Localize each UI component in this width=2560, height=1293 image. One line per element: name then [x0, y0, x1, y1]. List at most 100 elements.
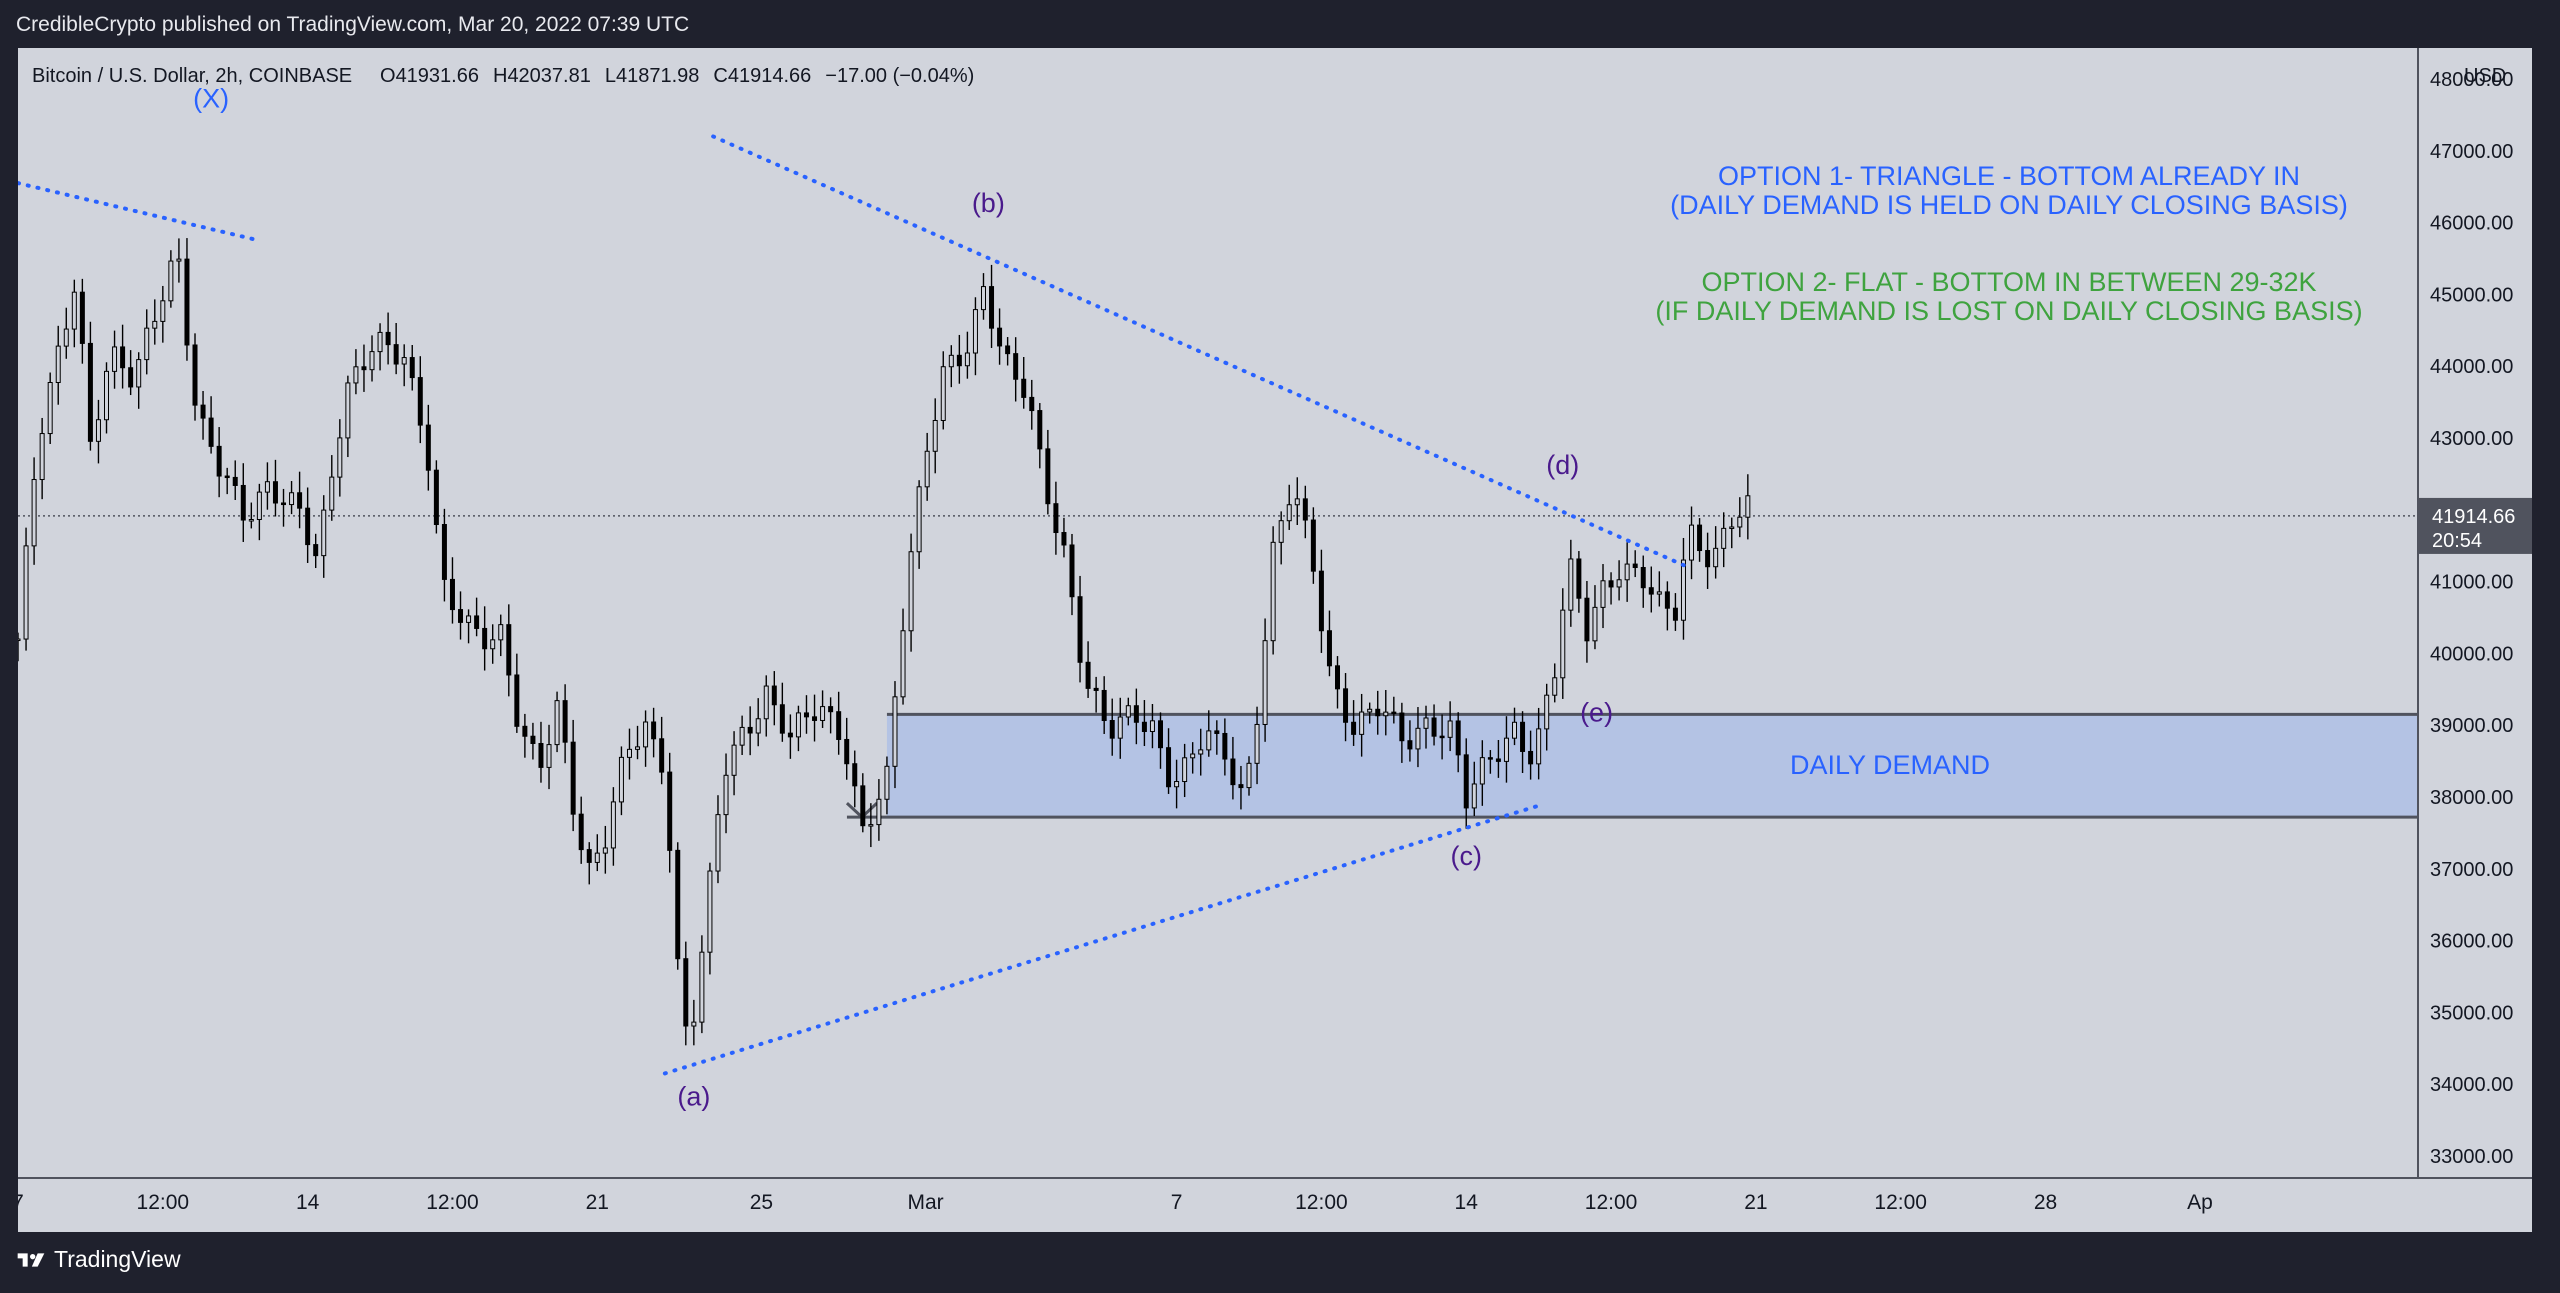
candle: [1294, 498, 1300, 506]
candle: [1737, 516, 1743, 528]
candle: [964, 352, 970, 367]
candle: [1600, 580, 1606, 608]
candle: [232, 476, 238, 486]
candle: [321, 509, 327, 557]
last-price-countdown: 20:54: [2432, 530, 2482, 552]
candle: [1383, 711, 1389, 717]
time-tick-label: 12:00: [426, 1191, 479, 1214]
candle: [803, 712, 809, 718]
candle: [1487, 757, 1493, 760]
candle: [731, 744, 737, 776]
candle: [980, 286, 986, 311]
candle: [1616, 579, 1622, 588]
wave-label: (c): [1450, 841, 1481, 871]
candle: [771, 685, 777, 706]
candle: [667, 771, 673, 851]
candle: [852, 763, 858, 787]
wave-label: (a): [677, 1082, 710, 1112]
trendline-upper[interactable]: [711, 134, 1691, 570]
time-tick-label: 12:00: [1295, 1191, 1348, 1214]
candle: [763, 685, 769, 720]
chart-area[interactable]: DAILY DEMAND (X) (b) (d) (a) (c) (e) OPTION 1…: [18, 48, 2532, 1232]
candle: [530, 735, 536, 744]
candle: [47, 382, 53, 435]
candle: [755, 718, 761, 734]
candle: [1640, 567, 1646, 589]
candle: [272, 481, 278, 504]
candle: [1166, 747, 1172, 788]
candle: [659, 738, 665, 773]
price-tick-label: 40000.00: [2430, 643, 2513, 665]
candle: [1536, 728, 1542, 765]
candle: [329, 476, 335, 511]
trendline-lower[interactable]: [662, 802, 1546, 1076]
candle: [948, 354, 954, 368]
tradingview-brand[interactable]: TradingView: [16, 1246, 181, 1273]
candle: [63, 328, 69, 347]
candle: [256, 491, 262, 521]
candle: [1503, 737, 1509, 762]
candle: [997, 327, 1003, 347]
candle: [1318, 570, 1324, 632]
candle: [538, 742, 544, 768]
candle: [23, 545, 29, 640]
candle: [683, 958, 689, 1027]
candle: [498, 624, 504, 641]
candle: [184, 258, 190, 346]
candle: [586, 849, 592, 863]
annotations-layer: OPTION 1- TRIANGLE - BOTTOM ALREADY IN(D…: [1655, 161, 2362, 326]
candle: [916, 486, 922, 553]
candle: [626, 748, 632, 758]
time-tick-label: 14: [296, 1191, 320, 1214]
candle: [136, 359, 142, 388]
price-chart[interactable]: DAILY DEMAND (X) (b) (d) (a) (c) (e) OPTION 1…: [18, 48, 2532, 1232]
axes-layer: 48000.00 47000.00 46000.00 45000.00 44000.00…: [18, 48, 2532, 1232]
candle: [675, 849, 681, 960]
candle: [707, 870, 713, 953]
candle: [393, 344, 399, 365]
candle: [104, 370, 110, 421]
candle: [361, 366, 367, 371]
candle: [715, 814, 721, 872]
candle: [39, 433, 45, 481]
price-tick-label: 48000.00: [2430, 69, 2513, 91]
demand-zone-rect[interactable]: [886, 714, 2418, 818]
candle: [1021, 378, 1027, 398]
ohlc-readout: O41931.66 H42037.81 L41871.98 C41914.66 −17.…: [380, 65, 974, 87]
candle: [264, 481, 270, 493]
time-tick-label: 7: [1171, 1191, 1183, 1214]
candle: [1584, 597, 1590, 642]
wave-label: (d): [1546, 450, 1579, 480]
candle: [441, 524, 447, 580]
wave-label: (X): [193, 84, 229, 114]
candle: [216, 445, 222, 477]
candle: [1375, 708, 1381, 717]
publisher-line: CredibleCrypto published on TradingView.…: [16, 13, 690, 36]
candle: [192, 344, 198, 406]
candle: [1222, 732, 1228, 760]
candle: [1037, 410, 1043, 450]
candle: [570, 741, 576, 815]
candle: [1729, 526, 1735, 529]
candle: [723, 774, 729, 816]
candle: [1576, 558, 1582, 599]
candle: [1141, 721, 1147, 733]
candle: [900, 630, 906, 698]
candle: [200, 404, 206, 419]
candle: [1560, 609, 1566, 679]
candle: [1053, 503, 1059, 534]
candle: [176, 258, 182, 262]
candle: [1367, 708, 1373, 713]
time-tick-label: Ap: [2187, 1191, 2213, 1214]
candle: [490, 639, 496, 650]
candle: [1077, 596, 1083, 663]
candle: [1069, 544, 1075, 598]
candle: [1286, 504, 1292, 522]
demand-zone-layer: DAILY DEMAND: [18, 515, 2418, 820]
candle: [602, 847, 608, 854]
candle: [868, 824, 874, 827]
candles-layer: [18, 238, 1751, 1046]
candle: [1745, 495, 1751, 518]
trendline-upper-left[interactable]: [18, 181, 262, 243]
candle: [208, 417, 214, 447]
